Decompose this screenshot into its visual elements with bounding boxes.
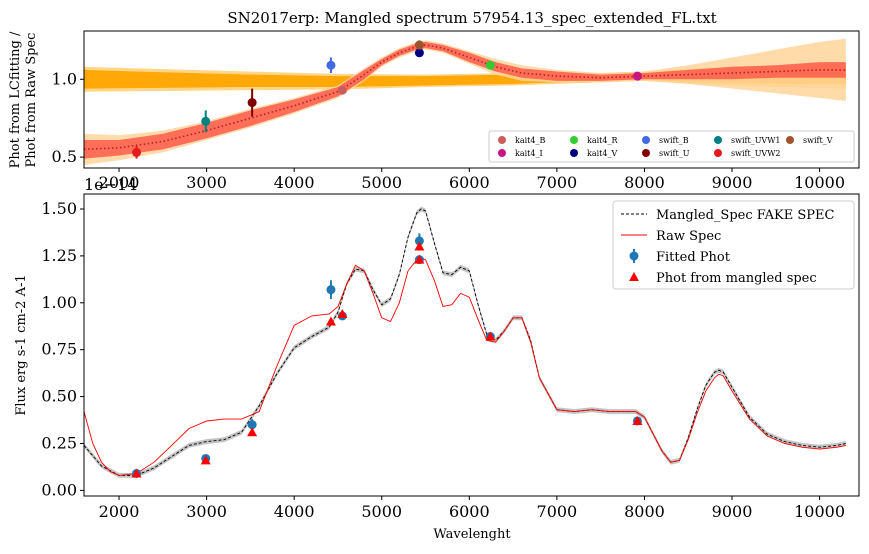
legend-marker-swift_U	[642, 149, 650, 157]
fitted-phot-point	[326, 285, 336, 295]
bottom-x-tick-label: 2000	[99, 502, 140, 521]
raw-spec-line	[84, 257, 846, 476]
top-x-tick-label: 2000	[99, 173, 140, 192]
ratio-panel: SN2017erp: Mangled spectrum 57954.13_spe…	[8, 9, 860, 194]
top-x-tick-label: 5000	[361, 173, 402, 192]
point-swift_UVW1	[201, 116, 211, 126]
top-y-axis-label-line2: Phot from Raw Spec	[24, 33, 39, 168]
mangled-phot-triangle	[200, 455, 211, 465]
mangled-phot-triangle	[414, 254, 425, 264]
bottom-x-tick-label: 5000	[361, 502, 402, 521]
top-x-tick-label: 7000	[537, 173, 578, 192]
legend-symbol-fitted-phot	[629, 251, 639, 261]
bottom-y-axis-label: Flux erg s-1 cm-2 A-1	[14, 274, 29, 415]
top-y-tick-label: 1.0	[52, 69, 77, 88]
bottom-y-tick-label: 0.25	[41, 433, 77, 452]
legend-marker-kait4_V	[570, 149, 578, 157]
bottom-plot-area	[84, 206, 846, 478]
top-plot-frame	[83, 30, 860, 169]
bottom-x-tick-label: 3000	[186, 502, 227, 521]
chart-title: SN2017erp: Mangled spectrum 57954.13_spe…	[227, 9, 716, 27]
legend-label-kait4_I: kait4_I	[515, 149, 543, 158]
legend-label-2: Fitted Phot	[656, 250, 731, 265]
bottom-x-tick-label: 9000	[712, 502, 753, 521]
mangled-spec-line	[84, 208, 846, 476]
legend-symbol-mangled-phot	[629, 272, 639, 281]
legend-marker-swift_UVW2	[714, 149, 722, 157]
bottom-y-tick-label: 1.50	[41, 199, 77, 218]
bottom-legend: Mangled_Spec FAKE SPEC Raw Spec Fitted Pho…	[612, 200, 855, 290]
bottom-y-tick-label: 0.75	[41, 340, 77, 359]
bottom-y-tick-label: 1.00	[41, 293, 77, 312]
legend-label-1: Raw Spec	[656, 229, 721, 244]
legend-label-swift_UVW2: swift_UVW2	[731, 149, 781, 158]
top-x-tick-label: 10000	[794, 173, 845, 192]
top-y-axis-label-line1: Phot from LCfitting /	[8, 31, 23, 168]
ratio-band	[84, 41, 846, 159]
bottom-x-tick-label: 6000	[449, 502, 490, 521]
top-y-tick-label: 0.5	[52, 147, 77, 166]
legend-label-kait4_R: kait4_R	[587, 136, 618, 145]
legend-marker-kait4_I	[498, 149, 506, 157]
point-kait4_B	[337, 85, 347, 95]
legend-marker-swift_UVW1	[714, 136, 722, 144]
point-swift_B	[326, 60, 336, 70]
mangled-phot-triangle	[131, 468, 142, 478]
mangled-phot-triangle	[485, 331, 496, 341]
bottom-plot-frame	[83, 193, 860, 497]
point-swift_U	[247, 98, 257, 108]
legend-marker-swift_V	[786, 136, 794, 144]
fitted-phot-point	[414, 236, 424, 246]
legend-label-0: Mangled_Spec FAKE SPEC	[656, 208, 835, 223]
bottom-x-tick-label: 8000	[624, 502, 665, 521]
top-legend: kait4_Bkait4_Ikait4_Rkait4_Vswift_Bswift…	[488, 130, 855, 163]
top-x-tick-label: 4000	[274, 173, 315, 192]
legend-label-3: Phot from mangled spec	[656, 271, 817, 286]
point-kait4_R	[485, 60, 495, 70]
offset-label: 1e−14	[84, 175, 137, 194]
point-swift_V	[414, 40, 424, 50]
ratio-curve	[84, 44, 846, 151]
legend-marker-kait4_R	[570, 136, 578, 144]
top-x-tick-label: 8000	[624, 173, 665, 192]
legend-label-swift_U: swift_U	[659, 149, 690, 158]
legend-marker-kait4_B	[498, 136, 506, 144]
top-x-tick-label: 9000	[712, 173, 753, 192]
legend-label-swift_V: swift_V	[803, 136, 833, 145]
point-kait4_V	[414, 48, 424, 58]
bottom-x-tick-label: 7000	[537, 502, 578, 521]
bottom-x-tick-label: 4000	[274, 502, 315, 521]
top-x-tick-label: 6000	[449, 173, 490, 192]
mangled-phot-triangle	[414, 241, 425, 251]
top-x-tick-label: 3000	[186, 173, 227, 192]
legend-label-kait4_V: kait4_V	[587, 149, 617, 158]
bottom-x-tick-label: 10000	[794, 502, 845, 521]
spectrum-panel: Flux erg s-1 cm-2 A-1 Wavelenght 2000 300…	[14, 193, 860, 542]
bottom-y-tick-label: 1.25	[41, 246, 77, 265]
top-plot-area	[84, 38, 846, 165]
x-axis-label: Wavelenght	[433, 527, 511, 542]
point-swift_UVW2	[132, 147, 142, 157]
legend-label-kait4_B: kait4_B	[515, 136, 545, 145]
ratio-band-outer	[84, 38, 846, 165]
mangled-phot-triangle	[337, 309, 348, 319]
mangled-phot-triangle	[247, 427, 258, 437]
bottom-legend-box	[612, 200, 855, 290]
point-kait4_I	[632, 71, 642, 81]
top-legend-box	[488, 130, 855, 163]
legend-label-swift_UVW1: swift_UVW1	[731, 136, 781, 145]
fitted-phot-point	[247, 420, 257, 430]
mangled-phot-triangle	[325, 316, 336, 326]
legend-marker-swift_B	[642, 136, 650, 144]
legend-label-swift_B: swift_B	[659, 136, 689, 145]
bottom-y-tick-label: 0.00	[41, 480, 77, 499]
bottom-y-tick-label: 0.50	[41, 387, 77, 406]
mangled-phot-triangle	[632, 415, 643, 425]
